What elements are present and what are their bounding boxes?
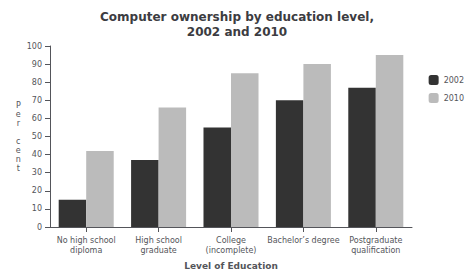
svg-text:Postgraduate: Postgraduate (349, 236, 402, 245)
svg-text:r: r (17, 119, 21, 128)
svg-text:20: 20 (32, 186, 42, 195)
svg-text:2002 and 2010: 2002 and 2010 (187, 25, 287, 39)
svg-text:90: 90 (32, 60, 42, 69)
svg-text:Bachelor’s degree: Bachelor’s degree (267, 236, 340, 245)
svg-text:Computer ownership by educatio: Computer ownership by education level, (100, 10, 374, 24)
svg-text:diploma: diploma (70, 246, 102, 255)
svg-text:30: 30 (32, 168, 42, 177)
svg-text:Level of Education: Level of Education (184, 261, 278, 271)
svg-text:n: n (16, 155, 21, 164)
svg-text:e: e (16, 146, 21, 155)
svg-text:80: 80 (32, 78, 42, 87)
svg-text:(incomplete): (incomplete) (206, 246, 257, 255)
svg-text:graduate: graduate (140, 246, 176, 255)
svg-text:qualification: qualification (351, 246, 400, 255)
svg-text:High school: High school (135, 236, 182, 245)
svg-text:70: 70 (32, 96, 42, 105)
svg-text:60: 60 (32, 114, 42, 123)
svg-text:2010: 2010 (444, 94, 464, 103)
svg-text:No high school: No high school (57, 236, 116, 245)
svg-text:50: 50 (32, 132, 42, 141)
svg-text:c: c (16, 137, 20, 146)
svg-text:College: College (216, 236, 246, 245)
svg-text:P: P (16, 101, 21, 110)
svg-text:t: t (17, 164, 20, 173)
svg-text:0: 0 (37, 223, 42, 232)
svg-text:e: e (16, 110, 21, 119)
svg-text:10: 10 (32, 204, 42, 213)
svg-text:2002: 2002 (444, 76, 464, 85)
svg-text:40: 40 (32, 150, 42, 159)
svg-text:100: 100 (27, 42, 42, 51)
